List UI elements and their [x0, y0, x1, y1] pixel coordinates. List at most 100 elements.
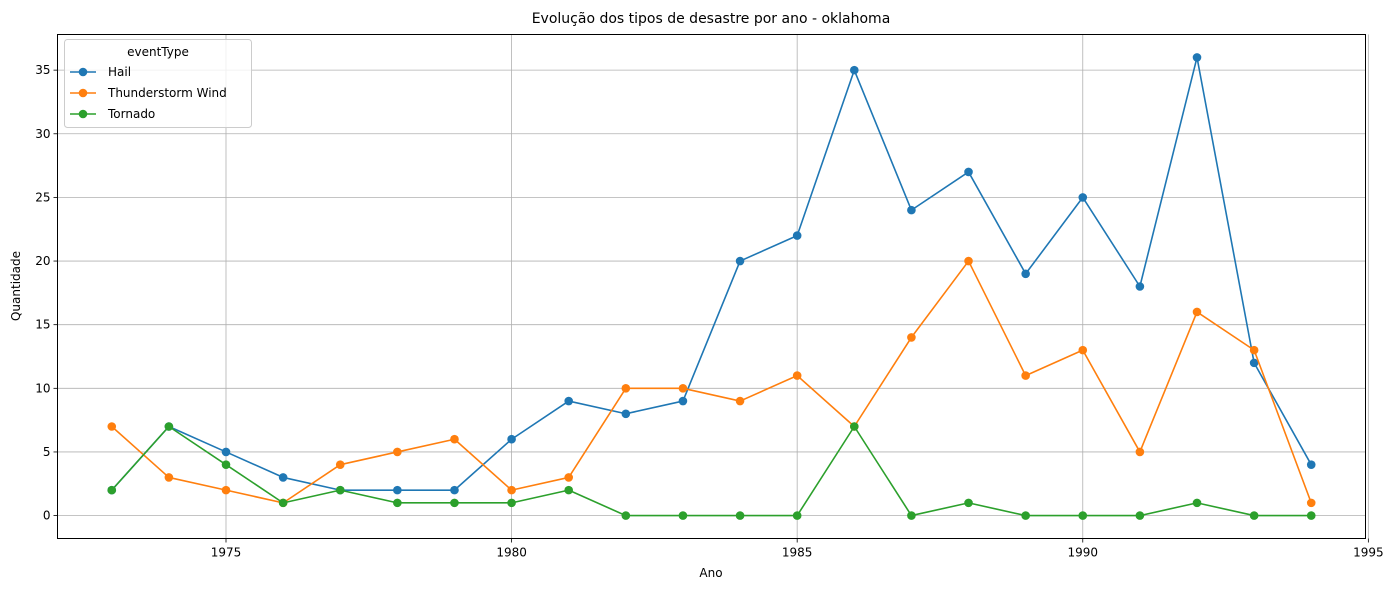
data-point — [450, 498, 459, 508]
grid — [57, 34, 1369, 539]
x-tick-label: 1985 — [782, 546, 813, 560]
data-point — [1249, 345, 1259, 355]
y-tick-label: 0 — [43, 509, 51, 523]
data-point — [1192, 53, 1202, 62]
legend-title: eventType — [127, 45, 189, 59]
data-point — [678, 511, 688, 520]
data-point — [735, 511, 745, 520]
data-point — [278, 498, 288, 508]
plot-area-frame — [57, 34, 1366, 539]
data-point — [1135, 282, 1145, 291]
legend-marker — [78, 109, 88, 119]
x-tick-label: 1975 — [211, 546, 242, 560]
data-point — [792, 231, 802, 240]
series-line — [111, 260, 1312, 504]
data-point — [450, 434, 459, 444]
data-point — [1192, 307, 1202, 317]
legend-marker — [78, 67, 88, 77]
data-point — [278, 473, 288, 482]
data-point — [964, 498, 973, 508]
legend-label: Thunderstorm Wind — [107, 86, 227, 100]
series-hail — [107, 53, 1316, 495]
data-point — [393, 498, 402, 508]
data-point — [450, 485, 459, 495]
data-point — [1249, 358, 1259, 368]
series-thunderstorm-wind — [107, 256, 1316, 508]
data-point — [964, 167, 973, 177]
data-point — [1078, 345, 1088, 355]
legend-entries: Hail Thunderstorm Wind Tornado — [70, 65, 227, 121]
data-point — [164, 473, 174, 482]
series-tornado — [107, 422, 1316, 520]
data-point — [621, 511, 631, 520]
data-point — [1249, 511, 1259, 520]
data-point — [164, 422, 174, 431]
data-point — [507, 498, 516, 508]
data-point — [393, 485, 402, 495]
legend: eventType Hail Thunderstorm Wind Tornado — [64, 39, 252, 128]
data-point — [964, 256, 973, 266]
data-point — [335, 460, 345, 469]
y-tick-label: 10 — [35, 381, 50, 395]
y-tick-label: 15 — [35, 318, 50, 332]
data-point — [1021, 371, 1030, 380]
y-tick-label: 20 — [35, 254, 50, 268]
data-point — [507, 434, 516, 444]
data-point — [335, 485, 345, 495]
series-line — [111, 56, 1312, 491]
x-axis-title: Ano — [699, 566, 722, 580]
data-point — [735, 256, 745, 266]
data-point — [678, 384, 688, 393]
legend-label: Tornado — [107, 107, 155, 121]
x-tick-label: 1995 — [1353, 546, 1384, 560]
data-point — [221, 485, 231, 495]
data-point — [507, 485, 516, 495]
y-tick-label: 25 — [35, 190, 50, 204]
data-point — [1135, 447, 1145, 457]
x-tick-label: 1980 — [496, 546, 527, 560]
data-point — [849, 422, 859, 431]
x-axis: 1975 1980 1985 1990 1995 — [211, 538, 1384, 560]
data-point — [792, 511, 802, 520]
data-point — [221, 447, 231, 457]
data-point — [1306, 460, 1316, 469]
y-axis: 0 5 10 15 20 25 30 35 — [35, 63, 58, 523]
series-group — [107, 53, 1316, 520]
data-point — [564, 485, 574, 495]
data-point — [849, 65, 859, 75]
data-point — [792, 371, 802, 380]
y-tick-label: 5 — [43, 445, 51, 459]
legend-label: Hail — [108, 65, 131, 79]
data-point — [1306, 511, 1316, 520]
data-point — [1306, 498, 1316, 508]
data-point — [678, 396, 688, 406]
data-point — [621, 409, 631, 419]
x-tick-label: 1990 — [1067, 546, 1098, 560]
data-point — [564, 396, 574, 406]
chart-title: Evolução dos tipos de desastre por ano -… — [532, 11, 891, 27]
data-point — [107, 422, 117, 431]
data-point — [1078, 193, 1088, 202]
data-point — [907, 333, 916, 342]
data-point — [393, 447, 402, 457]
legend-box — [64, 39, 252, 128]
y-tick-label: 35 — [35, 63, 50, 77]
data-point — [1021, 269, 1030, 279]
y-axis-title: Quantidade — [9, 251, 23, 321]
data-point — [1192, 498, 1202, 508]
legend-marker — [78, 88, 88, 98]
data-point — [1078, 511, 1088, 520]
data-point — [564, 473, 574, 482]
data-point — [107, 485, 117, 495]
data-point — [735, 396, 745, 406]
data-point — [1135, 511, 1145, 520]
data-point — [1021, 511, 1030, 520]
data-point — [907, 205, 916, 215]
data-point — [221, 460, 231, 469]
series-line — [111, 425, 1312, 517]
data-point — [907, 511, 916, 520]
y-tick-label: 30 — [35, 127, 50, 141]
data-point — [621, 384, 631, 393]
